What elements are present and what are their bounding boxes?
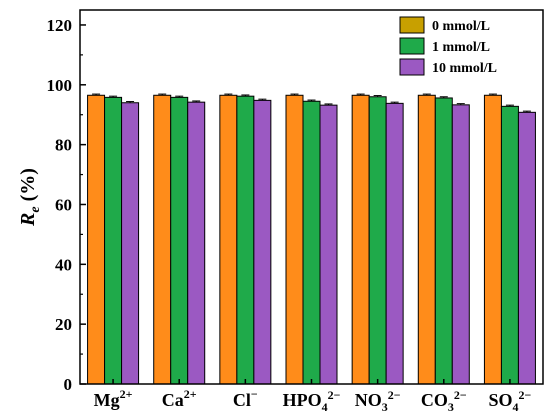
y-tick-label: 120 (47, 16, 73, 35)
bar (153, 94, 172, 385)
y-axis: 0 20 40 60 80 100 120 (47, 16, 86, 394)
x-tick-label: SO42− (488, 388, 531, 414)
legend: 0 mmol/L 1 mmol/L 10 mmol/L (399, 16, 497, 76)
y-tick-label: 60 (55, 195, 72, 214)
x-tick-label-superscript: 2− (328, 388, 341, 402)
y-tick-label: 0 (64, 375, 73, 394)
bar (170, 96, 189, 385)
x-tick-label: Cl− (233, 387, 258, 410)
x-tick-label-superscript: − (251, 387, 258, 401)
legend-swatch (399, 37, 425, 55)
y-tick-label: 20 (55, 315, 72, 334)
bar (121, 102, 140, 385)
bar (417, 94, 436, 385)
bar (187, 101, 206, 385)
bar (517, 111, 536, 385)
x-tick-label-superscript: 2+ (120, 387, 133, 401)
bar (500, 105, 519, 385)
x-tick-label-superscript: 2− (388, 388, 401, 402)
x-tick-label: NO32− (355, 388, 401, 414)
bar (351, 94, 370, 385)
x-tick-label-base: CO (421, 390, 448, 410)
x-tick-label-base: Cl (233, 390, 251, 410)
bar (302, 100, 321, 385)
y-label-suffix: (%) (17, 168, 39, 206)
y-tick-label: 100 (47, 76, 73, 95)
y-label-subscript: e (28, 206, 43, 212)
legend-swatch (399, 58, 425, 76)
x-tick-label: Ca2+ (162, 387, 197, 410)
y-label-main: R (17, 213, 39, 227)
bar (104, 96, 123, 385)
x-tick-label-base: SO (488, 390, 512, 410)
legend-label: 1 mmol/L (432, 40, 490, 55)
x-tick-label-subscript: 4 (513, 400, 519, 414)
x-tick-label-subscript: 3 (448, 400, 454, 414)
x-tick-label-subscript: 4 (322, 400, 328, 414)
bar (219, 94, 238, 385)
y-tick-label: 80 (55, 136, 72, 155)
bar (368, 96, 387, 385)
x-tick-label-superscript: 2− (519, 388, 532, 402)
legend-swatch (399, 16, 425, 34)
y-axis-label-text: Re (%) (17, 168, 43, 227)
x-tick-label-base: NO (355, 390, 382, 410)
bar (319, 104, 338, 385)
x-tick-label-superscript: 2+ (184, 387, 197, 401)
bar (285, 94, 304, 385)
x-tick-label: HPO42− (283, 388, 341, 414)
y-axis-label: Re (%) (17, 168, 43, 227)
bar (87, 94, 106, 385)
bar (483, 94, 502, 385)
bar (385, 102, 404, 385)
x-tick-label-base: Mg (94, 390, 120, 410)
y-tick-label: 40 (55, 255, 72, 274)
x-tick-label-base: HPO (283, 390, 322, 410)
bar (451, 104, 470, 385)
x-tick-label-subscript: 3 (382, 400, 388, 414)
x-tick-label-superscript: 2− (454, 388, 467, 402)
legend-label: 10 mmol/L (432, 61, 497, 76)
legend-label: 0 mmol/L (432, 19, 490, 34)
bar (236, 95, 255, 385)
x-tick-label-base: Ca (162, 390, 184, 410)
x-tick-label: Mg2+ (94, 387, 133, 410)
bar (434, 97, 453, 385)
x-tick-label: CO32− (421, 388, 467, 414)
bars-layer (87, 93, 536, 385)
x-axis: Mg2+ Ca2+ Cl− HPO42− NO32− CO32− SO42− (94, 379, 532, 414)
bar (253, 99, 272, 385)
